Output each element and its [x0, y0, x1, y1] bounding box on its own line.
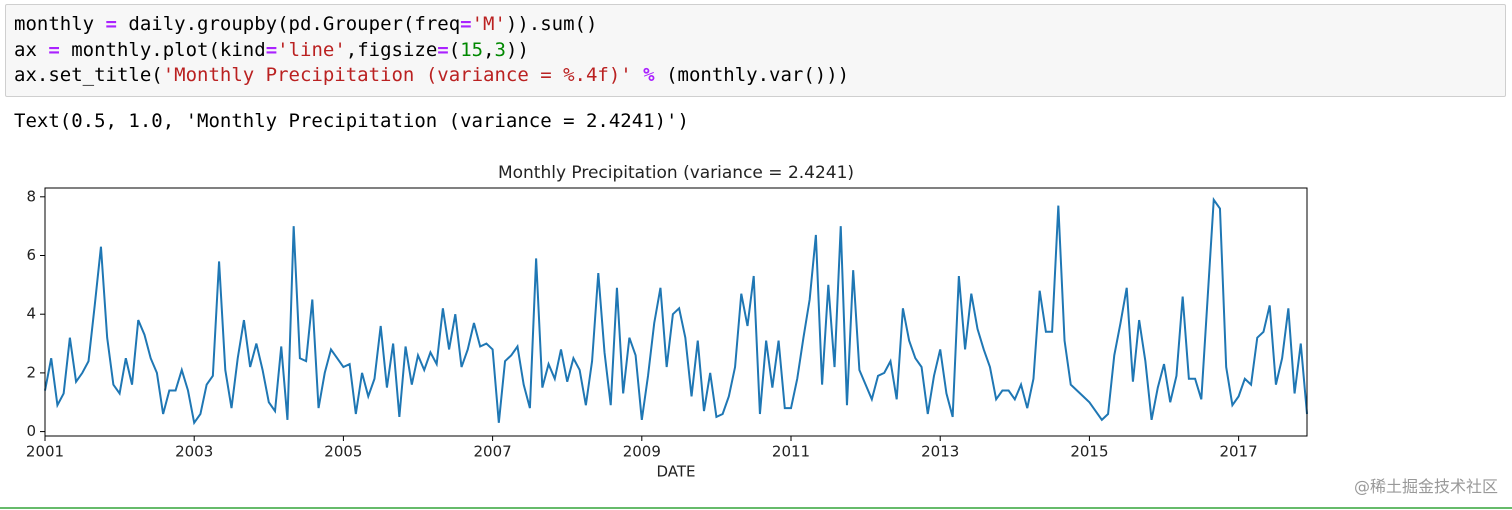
code-token: 3 — [494, 38, 506, 61]
data-line — [44, 196, 1308, 426]
code-token: ,figsize — [345, 38, 438, 61]
x-tick-label: 2015 — [1070, 443, 1108, 461]
code-line: ax.set_title('Monthly Precipitation (var… — [14, 64, 849, 86]
code-token: ( — [448, 38, 461, 61]
y-tick-label: 6 — [26, 246, 36, 264]
code-token: monthly.plot(kind — [59, 38, 266, 61]
code-token: = — [460, 13, 472, 35]
cell-divider — [0, 507, 1512, 509]
output-text: Text(0.5, 1.0, 'Monthly Precipitation (v… — [14, 110, 689, 132]
code-token: ax.set_title( — [14, 64, 163, 86]
y-tick-label: 4 — [26, 305, 36, 323]
y-tick-label: 0 — [26, 422, 36, 440]
y-tick-label: 8 — [26, 187, 36, 205]
code-token: % — [643, 64, 655, 86]
code-token: , — [483, 38, 495, 61]
code-line: ax = monthly.plot(kind='line',figsize=(1… — [14, 39, 529, 61]
code-token: = — [437, 38, 449, 61]
code-token: = — [265, 38, 278, 61]
x-tick-label: 2013 — [921, 443, 959, 461]
watermark: @稀土掘金技术社区 — [1353, 477, 1498, 496]
code-token: 'M' — [471, 13, 506, 35]
x-axis-label: DATE — [656, 463, 695, 481]
code-token: 'Monthly Precipitation (variance = %.4f)… — [162, 64, 632, 86]
x-tick-label: 2017 — [1220, 443, 1258, 461]
y-tick-label: 2 — [26, 363, 36, 381]
code-token: )).sum() — [505, 13, 598, 35]
code-token: = — [48, 38, 60, 61]
code-token: monthly — [14, 13, 106, 35]
code-token: 'line' — [277, 38, 346, 61]
x-tick-label: 2007 — [474, 443, 512, 461]
chart: Monthly Precipitation (variance = 2.4241… — [26, 163, 1308, 481]
x-tick-label: 2005 — [324, 443, 362, 461]
plot-frame — [44, 187, 1308, 437]
x-tick-label: 2001 — [26, 443, 64, 461]
code-token: )) — [506, 38, 529, 61]
code-token: ax — [14, 38, 49, 61]
code-line: monthly = daily.groupby(pd.Grouper(freq=… — [14, 13, 597, 35]
code-token: daily.groupby(pd.Grouper(freq — [116, 13, 461, 35]
code-token — [632, 64, 643, 86]
code-cell[interactable]: monthly = daily.groupby(pd.Grouper(freq=… — [5, 4, 1506, 97]
chart-title: Monthly Precipitation (variance = 2.4241… — [498, 163, 854, 183]
x-tick-label: 2011 — [772, 443, 810, 461]
code-token: = — [105, 13, 117, 35]
code-token: 15 — [460, 38, 484, 61]
x-tick-label: 2009 — [623, 443, 661, 461]
x-tick-label: 2003 — [175, 443, 213, 461]
code-token: (monthly.var())) — [654, 64, 850, 86]
